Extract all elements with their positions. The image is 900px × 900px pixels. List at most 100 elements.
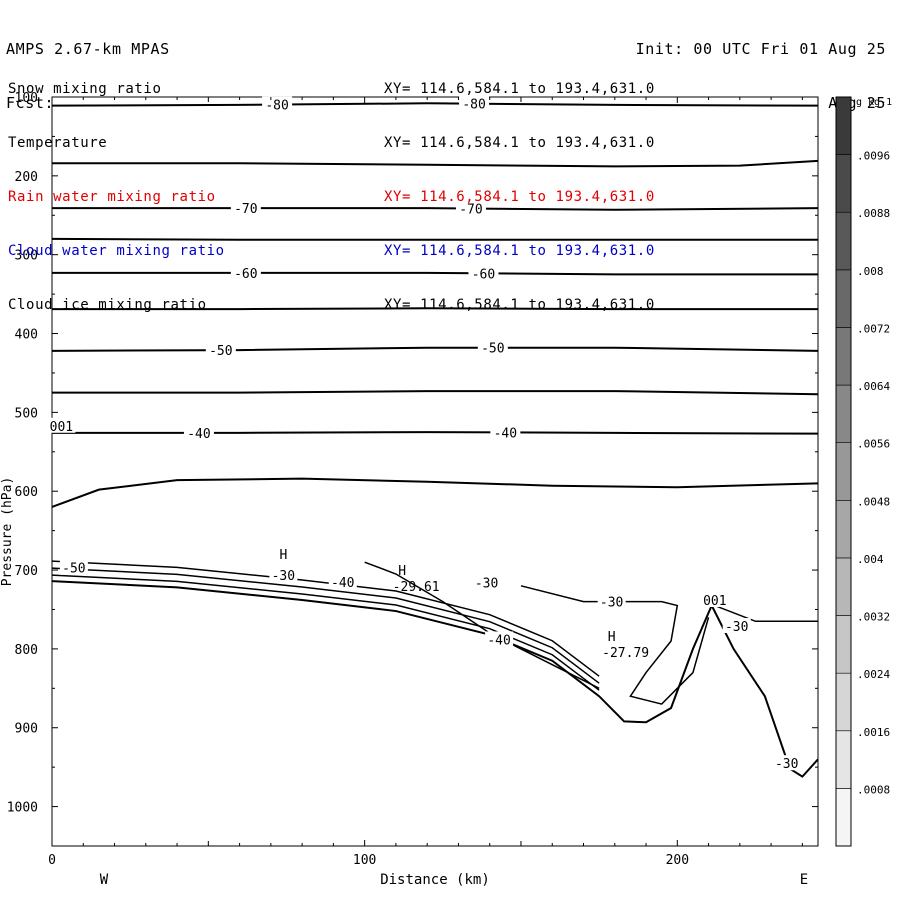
contour-label-bg <box>722 618 751 634</box>
var-name: Cloud water mixing ratio <box>8 243 225 259</box>
lower-contours: -50 -30 -40 -30-30-40-30-30001001H-29.61H-2… <box>47 417 819 778</box>
colorbar: .0008 .0016 .0024 .0032 .004 .0048 .0056 .0064.… <box>835 96 892 847</box>
isotherm-line <box>52 390 819 396</box>
isotherm-line <box>51 477 819 508</box>
isotherm-label-bg <box>468 265 499 281</box>
isotherm-line <box>52 271 818 276</box>
var-row: Temperature XY= 114.6,584.1 to 193.4,631.… <box>8 134 655 152</box>
isotherm-label: -70 <box>459 203 482 218</box>
model-title: AMPS 2.67-km MPAS <box>6 40 170 58</box>
plot-area <box>51 96 819 847</box>
isotherm-label-bg <box>262 96 293 112</box>
y-tick-label: 800 <box>15 643 38 658</box>
cold-layer-line <box>51 567 600 684</box>
x-axis-label: Distance (km) <box>380 872 490 888</box>
isotherm-label: -70 <box>234 202 257 217</box>
colorbar-tick-label: .0072 <box>857 322 890 335</box>
west-label: W <box>100 872 109 888</box>
y-axis-label: Pressure (hPa) <box>0 477 15 587</box>
contour-label-bg <box>597 593 626 609</box>
contour-east-line <box>714 604 818 623</box>
colorbar-tick-label: .0024 <box>857 668 890 681</box>
colorbar-swatch <box>835 211 852 271</box>
colorbar-tick-label: .0016 <box>857 726 890 739</box>
contour-label-bg <box>47 417 76 433</box>
colorbar-swatch <box>835 500 852 559</box>
isotherm-label: -50 <box>481 342 504 357</box>
colorbar-tick-label: .0056 <box>857 438 890 451</box>
var-row: Cloud ice mixing ratio XY= 114.6,584.1 to… <box>8 296 655 314</box>
colorbar-unit: g kg-1 <box>856 97 892 108</box>
east-label: E <box>800 872 808 888</box>
high-marker: H <box>279 548 287 563</box>
isotherm-label: -40 <box>187 427 210 442</box>
y-tick-label: 700 <box>15 564 38 579</box>
colorbar-swatch <box>835 442 852 501</box>
init-time: Init: 00 UTC Fri 01 Aug 25 <box>635 40 886 58</box>
contour-label-bg <box>269 566 298 582</box>
var-name: Snow mixing ratio <box>8 81 162 97</box>
colorbar-tick-label: .0064 <box>857 380 890 393</box>
colorbar-swatch <box>835 557 852 616</box>
isotherm-contours: -80 -80 -70 -70 -60 -60 -50 -50 -40 -40 <box>51 95 819 508</box>
contour-label: -50 <box>62 562 85 577</box>
isotherm-label-bg <box>477 339 508 355</box>
var-name: Cloud ice mixing ratio <box>8 297 207 313</box>
isotherm-line <box>51 102 819 107</box>
high-value: -29.61 <box>393 580 440 595</box>
colorbar-swatch <box>835 269 852 328</box>
axes: 100 200 300 400 500 600 700 800 900 1000 0 100 200 Di… <box>0 91 818 888</box>
y-tick-label: 300 <box>15 249 38 264</box>
isotherm-label: -60 <box>234 267 257 282</box>
terrain-line <box>51 580 819 778</box>
colorbar-swatch <box>835 154 852 213</box>
isotherm-label-bg <box>490 424 521 440</box>
isotherm-label-bg <box>459 95 490 111</box>
var-name: Rain water mixing ratio <box>8 189 216 205</box>
y-tick-label: 500 <box>15 406 38 421</box>
colorbar-tick-label: .0088 <box>857 207 890 220</box>
contour-label-bg <box>485 631 514 647</box>
isotherm-line <box>51 346 819 352</box>
colorbar-swatch <box>835 327 852 386</box>
isotherm-label: -80 <box>462 98 485 113</box>
isotherm-label: -50 <box>209 344 232 359</box>
cold-layer-line <box>51 574 600 691</box>
high-value: -27.79 <box>602 646 649 661</box>
colorbar-swatch <box>835 672 852 732</box>
contour-label-bg <box>328 573 357 589</box>
colorbar-tick-label: .008 <box>857 265 884 278</box>
contour-label: -30 <box>775 757 798 772</box>
contour-label: -30 <box>600 596 623 611</box>
contour-30-line <box>364 561 600 689</box>
colorbar-tick-label: .0008 <box>857 783 890 796</box>
high-marker: H <box>608 630 616 645</box>
contour-label: -40 <box>331 576 354 591</box>
y-tick-label: 600 <box>15 485 38 500</box>
y-tick-label: 200 <box>15 170 38 185</box>
isotherm-label: -80 <box>265 99 288 114</box>
x-tick-label: 0 <box>48 853 56 868</box>
contour-label-bg <box>700 592 729 608</box>
isotherm-label-bg <box>205 342 236 358</box>
y-tick-label: 900 <box>15 722 38 737</box>
contour-label: -30 <box>272 569 295 584</box>
contour-label-bg <box>772 755 801 771</box>
colorbar-tick-label: .0096 <box>857 150 890 163</box>
colorbar-tick-label: .004 <box>857 553 884 566</box>
colorbar-swatch <box>835 730 852 789</box>
isotherm-label: -60 <box>472 267 495 282</box>
isotherm-line <box>52 207 819 211</box>
contour-label: -30 <box>725 620 748 635</box>
contour-label: 001 <box>50 420 73 435</box>
high-marker: H <box>398 564 406 579</box>
isotherm-line <box>51 237 818 241</box>
var-row: Snow mixing ratio XY= 114.6,584.1 to 193.… <box>8 80 655 98</box>
x-tick-label: 100 <box>353 853 376 868</box>
colorbar-swatch <box>835 96 852 155</box>
y-tick-label: 400 <box>15 328 38 343</box>
var-xy: XY= 114.6,584.1 to 193.4,631.0 <box>384 189 655 205</box>
contour-label: 001 <box>703 594 726 609</box>
var-xy: XY= 114.6,584.1 to 193.4,631.0 <box>384 243 655 259</box>
